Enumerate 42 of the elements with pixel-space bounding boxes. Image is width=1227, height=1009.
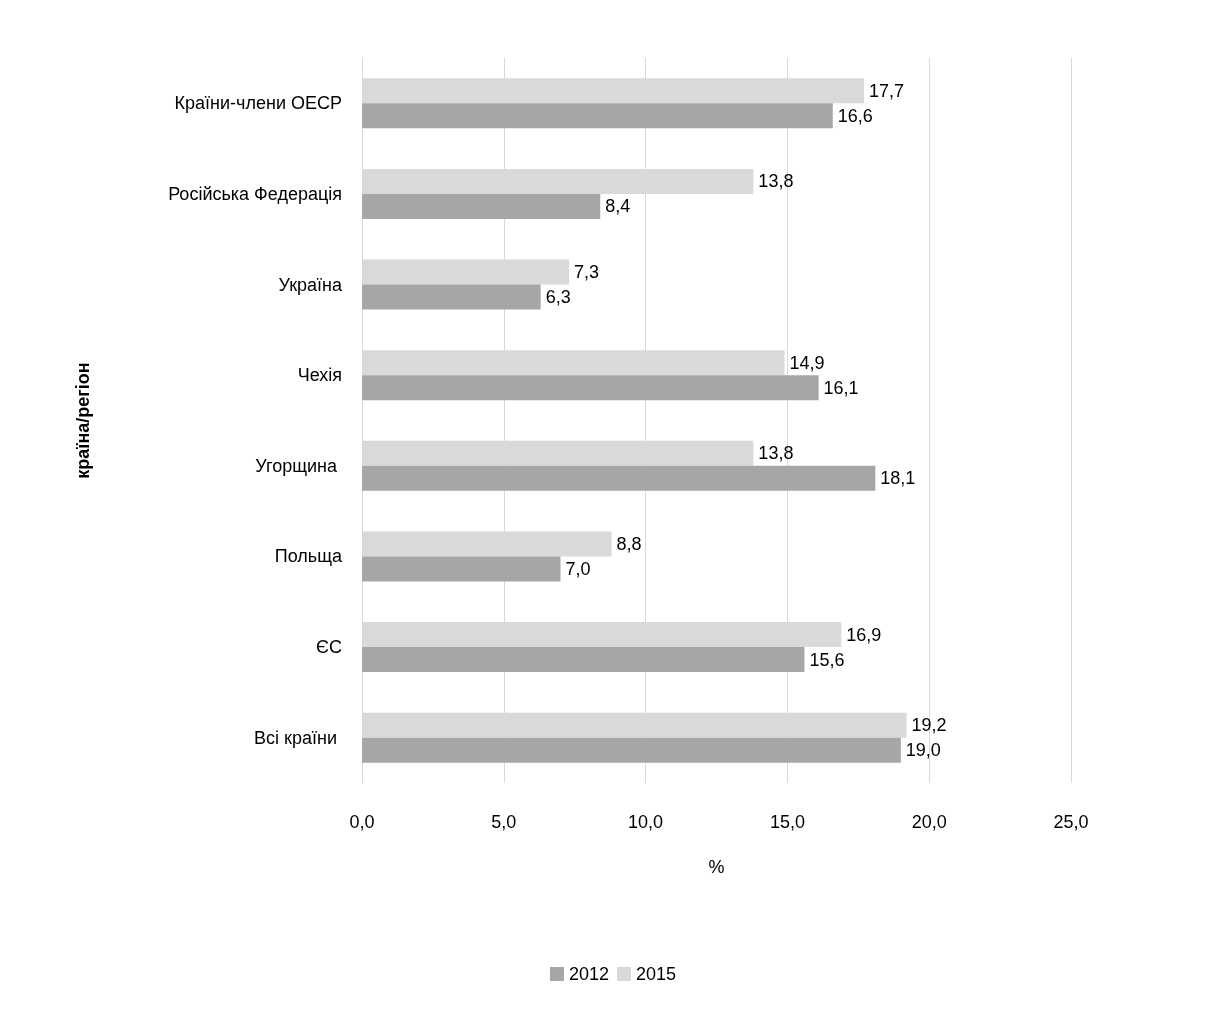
- y-tick-label: ЄС: [316, 637, 342, 658]
- data-label: 15,6: [809, 649, 845, 670]
- data-label: 6,3: [545, 287, 571, 308]
- y-tick-label: Чехія: [297, 365, 342, 386]
- data-label: 8,8: [616, 533, 642, 554]
- bar: [362, 647, 805, 673]
- bar: [362, 465, 876, 491]
- x-tick-label: 20,0: [911, 812, 947, 832]
- data-label: 16,9: [846, 624, 882, 645]
- x-tick-label: 25,0: [1053, 812, 1089, 832]
- y-axis-title: країна/регіон: [73, 362, 93, 479]
- y-tick-label: Україна: [278, 274, 343, 295]
- data-label: 19,2: [911, 715, 947, 736]
- data-label: 17,7: [868, 80, 905, 101]
- data-label: 16,6: [837, 105, 873, 126]
- y-tick-label: Російська Федерація: [168, 183, 342, 204]
- data-label: 7,0: [565, 558, 591, 579]
- bar: [362, 193, 601, 219]
- legend-label: 2012: [568, 964, 609, 984]
- x-tick-label: 15,0: [769, 812, 805, 832]
- data-label: 13,8: [758, 443, 794, 464]
- bar: [362, 375, 819, 401]
- bar: [362, 737, 901, 763]
- legend-label: 2015: [636, 964, 677, 984]
- x-axis-title: %: [708, 857, 725, 877]
- data-label: 8,4: [605, 196, 631, 217]
- data-label: 7,3: [574, 262, 600, 283]
- data-label: 16,1: [823, 377, 859, 398]
- y-tick-label: Польща: [274, 546, 343, 567]
- y-tick-label: Всі країни: [254, 727, 342, 748]
- data-label: 18,1: [880, 468, 916, 489]
- y-tick-label: Країни-члени ОЕСР: [174, 93, 342, 114]
- bar: [362, 103, 833, 129]
- data-label: 19,0: [905, 740, 941, 761]
- x-tick-label: 0,0: [349, 812, 375, 832]
- x-tick-label: 10,0: [628, 812, 664, 832]
- data-label: 14,9: [789, 352, 825, 373]
- bar: [362, 556, 561, 582]
- bar: [362, 284, 541, 310]
- data-label: 13,8: [758, 171, 794, 192]
- x-tick-label: 5,0: [491, 812, 517, 832]
- y-tick-label: Угорщина: [255, 455, 342, 476]
